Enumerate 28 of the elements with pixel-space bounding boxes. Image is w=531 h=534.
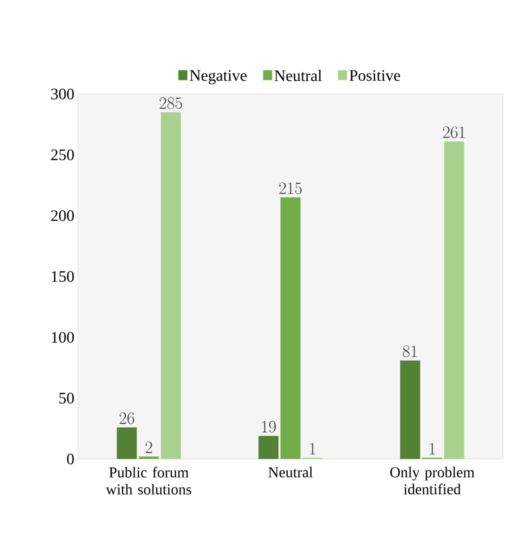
data-label: 26 — [120, 412, 134, 424]
y-tick-label: 50 — [59, 392, 74, 404]
y-tick-label: 250 — [51, 149, 74, 160]
data-label: 215 — [279, 182, 302, 194]
bar — [400, 360, 420, 459]
bar — [116, 427, 137, 459]
legend-label: Neutral — [274, 70, 322, 82]
y-tick-label: 0 — [67, 454, 74, 464]
data-label: 81 — [402, 345, 417, 358]
legend-label: Negative — [190, 70, 247, 84]
x-tick-label: Public forum with solutions — [106, 466, 192, 494]
data-label: 261 — [442, 126, 465, 138]
x-tick-label: Only problem identified — [390, 466, 474, 494]
bar — [444, 141, 464, 459]
bar — [160, 112, 181, 459]
y-tick-label: 200 — [51, 210, 74, 222]
bar — [258, 436, 278, 459]
y-tick-label: 150 — [52, 271, 74, 282]
data-label: 2 — [146, 442, 152, 454]
legend-label: Positive — [350, 70, 400, 81]
bar — [280, 197, 300, 459]
y-tick-label: 100 — [52, 332, 74, 343]
data-label: 1 — [310, 442, 316, 454]
y-tick-label: 300 — [51, 88, 74, 100]
data-label: 285 — [160, 97, 182, 109]
data-label: 19 — [262, 420, 276, 433]
data-label: 1 — [430, 442, 435, 454]
x-tick-label: Neutral — [268, 466, 313, 478]
